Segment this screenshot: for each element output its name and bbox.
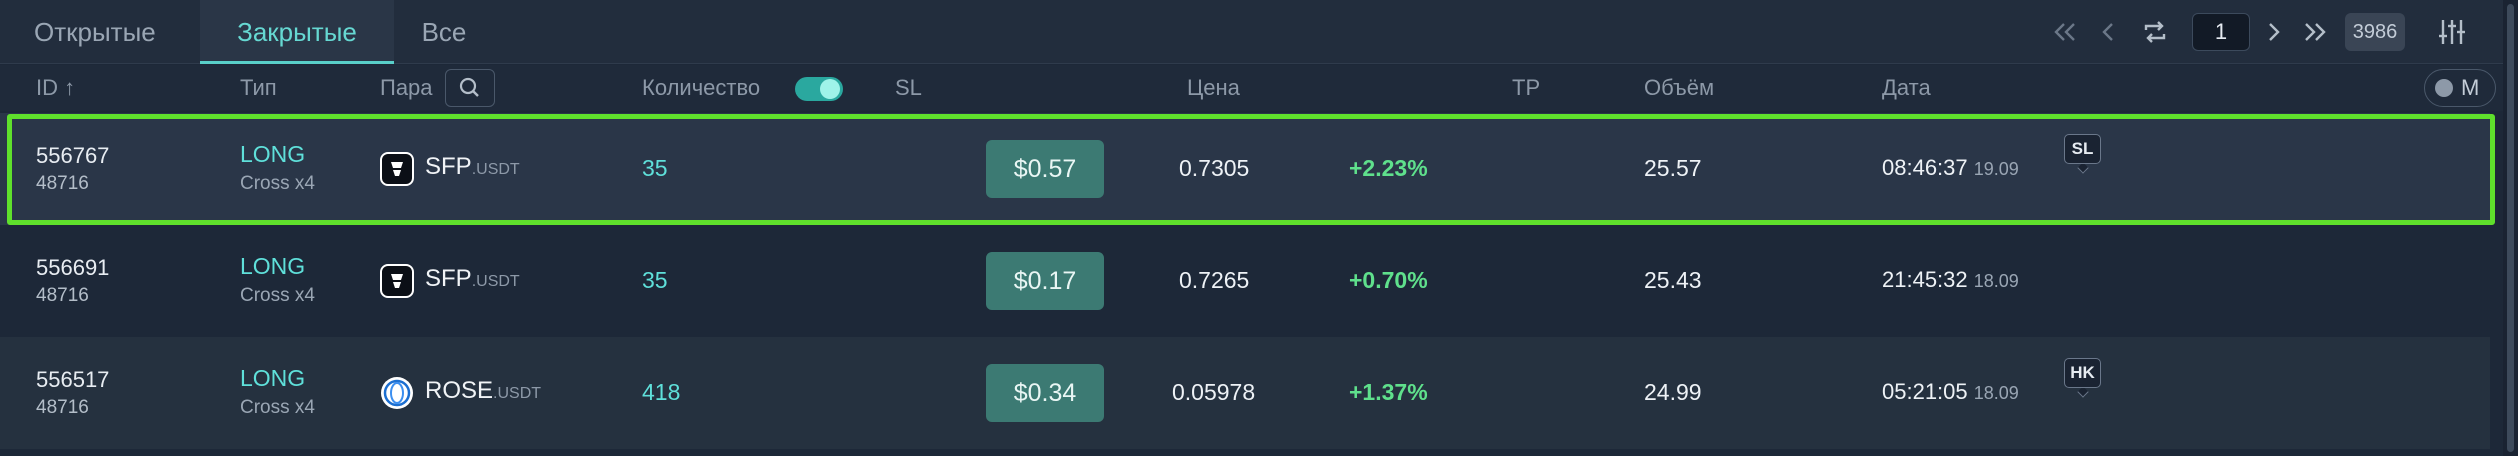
date-day: 18.09 [1973,271,2019,291]
position-id: 556691 [36,255,110,280]
date-value: 05:21:05 18.09 [1882,379,2019,405]
date-time: 05:21:05 [1882,379,1968,404]
column-type: Тип [240,75,277,100]
position-id: 556517 [36,367,110,392]
quantity-value: 35 [642,267,668,293]
date-day: 18.09 [1973,383,2019,403]
date-day: 19.09 [1973,159,2019,179]
mode-toggle-button[interactable]: M [2424,69,2496,107]
date-value: 21:45:32 18.09 [1882,267,2019,293]
column-price: Цена [1187,75,1240,100]
first-page-icon[interactable] [2052,16,2078,48]
pair-quote: .USDT [471,161,520,178]
pair-base: SFP [425,153,472,180]
quantity-value: 35 [642,155,668,181]
table-header: ID ↑ Тип Пара Количество SL Цена TP Объё… [0,65,2518,111]
column-quantity: Количество [642,75,761,100]
vertical-scrollbar[interactable] [2503,0,2518,456]
rose-coin-icon [381,377,413,409]
search-icon [459,77,479,97]
price-value: 0.7265 [1179,267,1250,293]
position-side: LONG [240,365,306,391]
tab-bar: Открытые Закрытые Все 1 3986 [0,0,2518,64]
toggle-knob [820,79,840,99]
last-page-icon[interactable] [2302,16,2328,48]
close-reason-tag: HK [2064,358,2101,388]
pnl-percent: +0.70% [1349,267,1428,293]
table-row[interactable]: 556517 48716 LONG Cross x4 ROSE.USDT 418… [0,337,2490,449]
close-reason-tag: SL [2064,134,2101,164]
column-pair: Пара [380,75,433,100]
tab-open[interactable]: Открытые [34,17,156,47]
sl-price-button[interactable]: $0.34 [986,364,1104,422]
price-value: 0.7305 [1179,155,1250,181]
table-row[interactable]: 556691 48716 LONG Cross x4 SFP.USDT 35 $… [0,225,2490,337]
quantity-value: 418 [642,379,681,405]
position-side: LONG [240,253,306,279]
page-number-input[interactable]: 1 [2192,13,2250,51]
refresh-icon[interactable] [2140,16,2170,48]
trading-pair[interactable]: ROSE.USDT [425,377,541,405]
tab-closed[interactable]: Закрытые [200,0,394,64]
pnl-percent: +1.37% [1349,379,1428,405]
price-value: 0.05978 [1172,379,1256,405]
pair-quote: .USDT [471,273,520,290]
trading-pair[interactable]: SFP.USDT [425,153,520,181]
position-margin: Cross x4 [240,285,315,306]
volume-value: 25.57 [1644,155,1702,181]
date-value: 08:46:37 19.09 [1882,155,2019,181]
trading-pair[interactable]: SFP.USDT [425,265,520,293]
date-time: 08:46:37 [1882,155,1968,180]
tab-all[interactable]: Все [421,17,467,47]
quantity-toggle[interactable] [795,77,843,101]
volume-value: 24.99 [1644,379,1702,405]
column-tp: TP [1512,75,1541,100]
position-margin: Cross x4 [240,397,315,418]
column-id[interactable]: ID ↑ [36,75,76,100]
tag-pointer [2077,386,2089,398]
column-sl: SL [895,75,922,100]
sl-price-button[interactable]: $0.17 [986,252,1104,310]
position-id: 556767 [36,143,110,168]
next-page-icon[interactable] [2264,16,2284,48]
table-row[interactable]: 556767 48716 LONG Cross x4 SFP.USDT 35 $… [0,113,2490,225]
mode-dot-icon [2435,79,2453,97]
position-sub-id: 48716 [36,285,89,306]
sfp-coin-icon [380,152,414,186]
column-date: Дата [1882,75,1931,100]
position-margin: Cross x4 [240,173,315,194]
column-volume: Объём [1644,75,1715,100]
date-time: 21:45:32 [1882,267,1968,292]
pnl-percent: +2.23% [1349,155,1428,181]
pair-search-button[interactable] [445,69,495,107]
pair-base: ROSE [425,377,494,404]
sl-price-button[interactable]: $0.57 [986,140,1104,198]
mode-label: M [2461,75,2480,100]
position-sub-id: 48716 [36,397,89,418]
position-sub-id: 48716 [36,173,89,194]
pair-quote: .USDT [493,385,542,402]
scrollbar-thumb[interactable] [2507,4,2514,452]
pair-base: SFP [425,265,472,292]
total-count-badge: 3986 [2345,13,2405,51]
tag-pointer [2077,162,2089,174]
prev-page-icon[interactable] [2098,16,2118,48]
volume-value: 25.43 [1644,267,1702,293]
position-side: LONG [240,141,306,167]
filter-settings-icon[interactable] [2436,16,2468,48]
sfp-coin-icon [380,264,414,298]
